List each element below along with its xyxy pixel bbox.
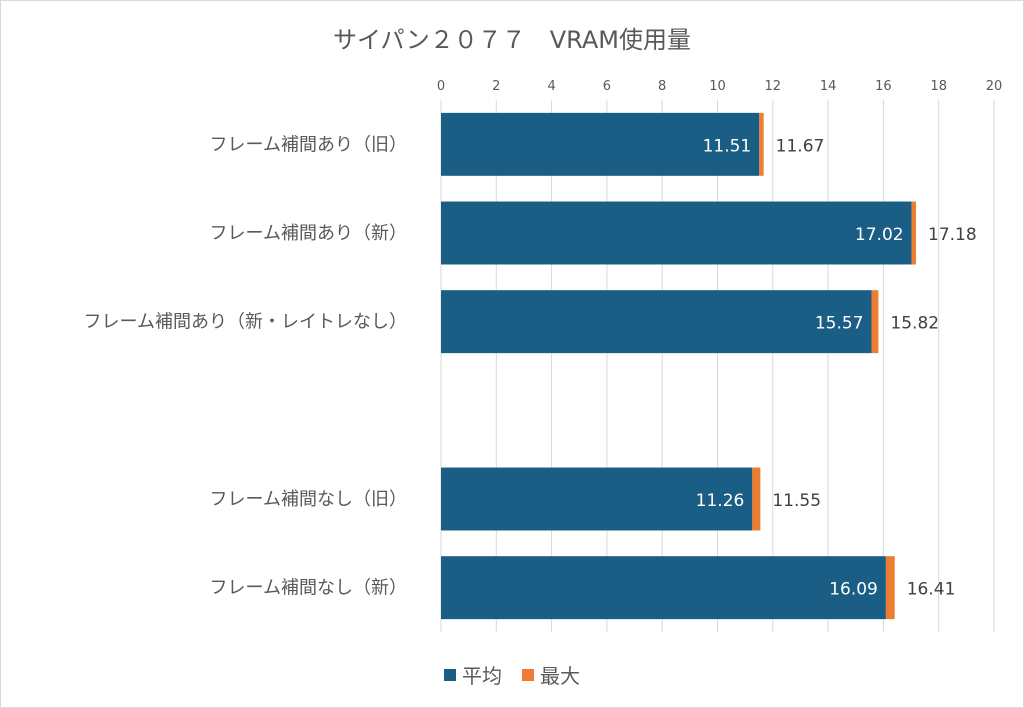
data-label-max: 16.41 [907, 580, 956, 600]
category-label: フレーム補間あり（旧） [210, 134, 407, 155]
x-tick-label: 14 [820, 79, 837, 94]
data-label-average: 11.51 [703, 136, 752, 156]
x-tick-label: 8 [658, 79, 666, 94]
legend: 平均 最大 [0, 660, 1024, 689]
bar-average [441, 290, 872, 354]
category-label: フレーム補間なし（旧） [210, 489, 407, 510]
legend-swatch [444, 668, 456, 681]
data-label-average: 17.02 [855, 225, 904, 245]
data-label-average: 15.57 [815, 314, 864, 334]
category-label: フレーム補間なし（新） [210, 578, 407, 599]
x-tick-label: 16 [875, 79, 892, 94]
bar-average [441, 201, 912, 265]
x-tick-label: 6 [603, 79, 611, 94]
category-label: フレーム補間あり（新） [210, 223, 407, 244]
legend-item: 最大 [522, 660, 580, 689]
bar-max [871, 290, 879, 354]
data-label-max: 11.55 [772, 491, 821, 511]
legend-item: 平均 [444, 660, 502, 689]
bar-average [441, 467, 753, 531]
data-label-average: 16.09 [829, 580, 878, 600]
x-tick-label: 2 [492, 79, 500, 94]
data-label-max: 15.82 [890, 314, 939, 334]
legend-label: 最大 [540, 664, 580, 688]
data-label-max: 11.67 [776, 136, 825, 156]
data-label-max: 17.18 [928, 225, 977, 245]
bar-average [441, 556, 886, 620]
bar-max [752, 467, 761, 531]
x-tick-label: 0 [437, 79, 445, 94]
legend-label: 平均 [462, 664, 502, 688]
x-tick-label: 12 [765, 79, 782, 94]
chart-title: サイパン２０７７ VRAM使用量 [333, 26, 691, 54]
bar-max [885, 556, 895, 620]
x-tick-label: 4 [547, 79, 555, 94]
bar-average [441, 112, 760, 176]
data-label-average: 11.26 [696, 491, 745, 511]
x-tick-label: 18 [930, 79, 947, 94]
category-label: フレーム補間あり（新・レイトレなし） [84, 312, 407, 333]
bar-max [911, 201, 917, 265]
x-tick-label: 20 [986, 79, 1003, 94]
bar-max [759, 112, 764, 176]
legend-swatch [522, 668, 534, 681]
x-tick-label: 10 [709, 79, 726, 94]
